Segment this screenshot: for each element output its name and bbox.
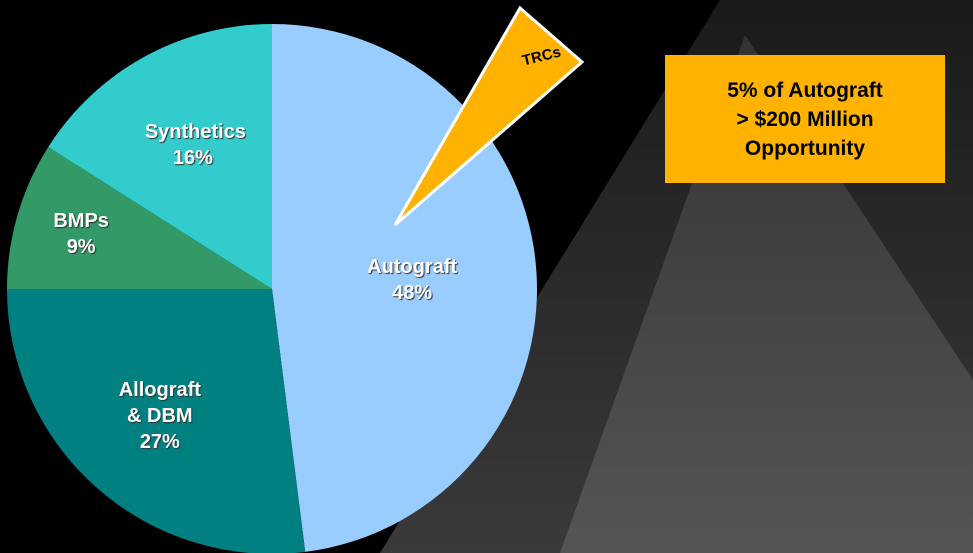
category-label: Allograft & DBM [118,379,201,428]
value-label: 16% [172,147,213,170]
annotation-box: 5% of Autograft > $200 Million Opportuni… [665,55,945,183]
category-label: Autograft [367,256,458,279]
background-shape [560,35,973,553]
category-label: BMPs [53,209,109,232]
slice [7,147,272,289]
slice-label: BMPs 9% [33,208,129,260]
annotation-line: > $200 Million [736,107,874,131]
slice-label: Synthetics 16% [144,119,246,171]
value-label: 9% [66,235,96,258]
value-label: 27% [139,431,180,454]
slice-label: Allograft & DBM 27% [112,377,208,455]
annotation-line: Opportunity [744,136,866,160]
slice-label: Autograft 48% [364,254,460,306]
callout-wedge [393,5,585,227]
slice [48,24,273,289]
value-label: 48% [392,282,433,305]
annotation-line: 5% of Autograft [727,78,883,102]
category-label: Synthetics [144,121,246,144]
slice [7,289,306,553]
